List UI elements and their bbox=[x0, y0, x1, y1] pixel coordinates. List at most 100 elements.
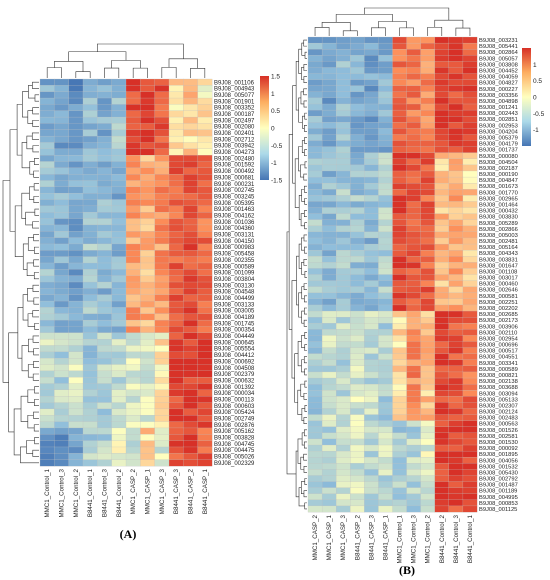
panel-b-cell bbox=[321, 457, 337, 464]
panel-b-cell bbox=[364, 73, 379, 80]
panel-b-cell bbox=[307, 341, 323, 348]
panel-a-cell bbox=[97, 326, 112, 334]
panel-b-cell bbox=[350, 335, 365, 342]
panel-a-cell bbox=[140, 231, 155, 238]
panel-b-cell bbox=[364, 280, 379, 288]
panel-a-cell bbox=[39, 408, 55, 416]
panel-b-cell bbox=[307, 61, 323, 68]
panel-a-cell bbox=[140, 408, 155, 416]
panel-a-row-dendrogram-branch bbox=[31, 132, 39, 140]
panel-b-cell bbox=[434, 420, 450, 428]
panel-b-cell bbox=[350, 128, 365, 135]
panel-a-cell bbox=[154, 135, 170, 143]
panel-a-cell bbox=[54, 104, 69, 112]
panel-a-cell bbox=[154, 104, 170, 112]
panel-a-cell bbox=[97, 383, 112, 391]
panel-a-cell bbox=[54, 434, 69, 441]
panel-b-cell bbox=[462, 158, 478, 166]
panel-b-cell bbox=[420, 207, 436, 214]
panel-b-cell bbox=[378, 383, 393, 391]
panel-a-cell bbox=[97, 408, 112, 416]
panel-b-cell bbox=[350, 420, 365, 428]
panel-b-cell bbox=[378, 432, 393, 440]
panel-a-cell bbox=[183, 186, 198, 194]
panel-a-cell bbox=[39, 319, 55, 327]
panel-b-cell bbox=[350, 310, 365, 318]
panel-b-cell bbox=[392, 79, 407, 87]
panel-a-row-label: B9J08_001036 bbox=[214, 220, 255, 226]
panel-a-cell bbox=[140, 434, 155, 441]
panel-b-cell bbox=[434, 304, 450, 312]
panel-b-cell bbox=[420, 353, 436, 361]
panel-a-cell bbox=[125, 281, 141, 289]
panel-a-row-label: B9J08_002745 bbox=[214, 188, 255, 194]
panel-b-row-label: B9J08_002954 bbox=[479, 336, 519, 342]
panel-a-cell bbox=[111, 237, 127, 245]
panel-b-cell bbox=[406, 426, 421, 434]
panel-a-cell bbox=[39, 288, 55, 296]
panel-b-cell bbox=[420, 377, 436, 385]
panel-b-cell bbox=[336, 183, 351, 190]
panel-b-row-label: B9J08_005441 bbox=[479, 44, 518, 50]
panel-b-cell bbox=[350, 493, 365, 501]
panel-a-cell bbox=[183, 351, 198, 359]
panel-a-cell bbox=[154, 415, 170, 422]
panel-b-cell bbox=[392, 55, 407, 62]
panel-b-cell bbox=[392, 432, 407, 440]
panel-b-cell bbox=[364, 347, 379, 354]
panel-b-row-label: B9J08_000080 bbox=[479, 154, 518, 160]
panel-b-cell bbox=[448, 390, 464, 397]
panel-b-cell bbox=[307, 505, 323, 513]
panel-b-cell bbox=[321, 298, 337, 306]
panel-a-cell bbox=[97, 243, 112, 251]
panel-b-row-label: B9J08_001487 bbox=[479, 483, 518, 489]
panel-a-cell bbox=[140, 218, 155, 226]
panel-a-cell bbox=[111, 212, 127, 219]
panel-a-cell bbox=[154, 167, 170, 175]
panel-b-cell bbox=[462, 432, 478, 440]
panel-a-cell bbox=[168, 224, 184, 232]
panel-b-cell bbox=[406, 128, 421, 135]
panel-a-row-label: B9J08_003131 bbox=[214, 233, 255, 239]
panel-b-cell bbox=[350, 487, 365, 495]
panel-b-row-label: B9J08_005430 bbox=[479, 470, 518, 476]
panel-b-cell bbox=[462, 97, 478, 105]
panel-a-cell bbox=[39, 446, 55, 454]
panel-a-cell bbox=[82, 224, 98, 232]
panel-b-cell bbox=[392, 371, 407, 379]
panel-a-row-dendrogram-branch bbox=[27, 313, 35, 327]
panel-b-cell bbox=[406, 371, 421, 379]
panel-b-cell bbox=[364, 365, 379, 373]
panel-b-cell bbox=[321, 383, 337, 391]
panel-a-cell bbox=[68, 446, 84, 454]
panel-a-cell bbox=[197, 205, 213, 213]
panel-b-cell bbox=[462, 353, 478, 361]
panel-b-cell bbox=[448, 201, 464, 208]
panel-a-cell bbox=[82, 281, 98, 289]
panel-a-cell bbox=[168, 167, 184, 175]
panel-b-cell bbox=[336, 122, 351, 129]
panel-b-row-dendrogram-branch bbox=[301, 359, 305, 373]
panel-b-cell bbox=[434, 487, 450, 495]
panel-b-cell bbox=[392, 347, 407, 354]
panel-b-cell bbox=[420, 91, 436, 99]
panel-a-cell bbox=[140, 421, 155, 429]
panel-b-cell bbox=[336, 426, 351, 434]
panel-b-cell bbox=[307, 298, 323, 306]
panel-a-cell bbox=[82, 129, 98, 137]
panel-b-cell bbox=[364, 377, 379, 385]
panel-b-cell bbox=[307, 219, 323, 227]
panel-b-row-dendrogram-branch bbox=[300, 164, 305, 178]
panel-b-cell bbox=[307, 450, 323, 458]
panel-b-cell bbox=[392, 42, 407, 50]
panel-a-cell bbox=[125, 338, 141, 346]
panel-b-cell bbox=[307, 353, 323, 361]
panel-a-cell bbox=[97, 142, 112, 150]
panel-a-cell bbox=[125, 231, 141, 238]
panel-b-cell bbox=[392, 36, 407, 44]
panel-a-cell bbox=[111, 453, 127, 460]
panel-b-cell bbox=[321, 323, 337, 330]
panel-a-cell bbox=[82, 408, 98, 416]
panel-b-cell bbox=[378, 256, 393, 263]
panel-a-row-dendrogram-branch bbox=[32, 119, 39, 127]
